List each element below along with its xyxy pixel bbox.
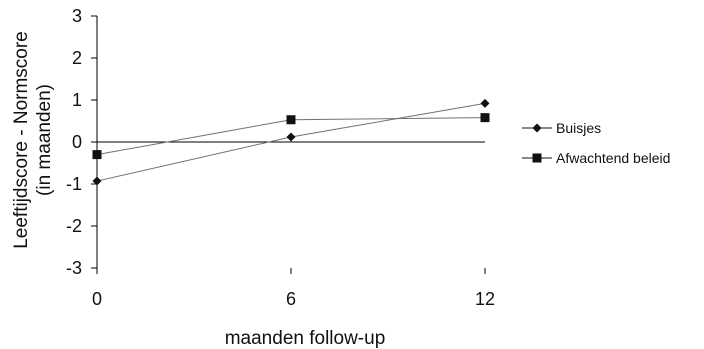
- x-tick-label: 0: [92, 289, 102, 309]
- y-tick-label: 2: [72, 48, 82, 68]
- y-tick-labels: 3 2 1 0 -1 -2 -3: [66, 6, 82, 278]
- x-tick-label: 6: [286, 289, 296, 309]
- axes: [91, 15, 486, 274]
- y-tick-label: -2: [66, 216, 82, 236]
- data-point: [92, 176, 102, 186]
- data-point: [286, 132, 296, 142]
- y-tick-label: -3: [66, 258, 82, 278]
- legend: Buisjes Afwachtend beleid: [522, 120, 670, 166]
- y-axis-title: Leeftijdscore - Normscore (in maanden): [11, 31, 55, 249]
- y-tick-label: 3: [72, 6, 82, 26]
- y-tick-label: -1: [66, 174, 82, 194]
- series-2: [92, 113, 490, 160]
- y-axis-title-line-2: (in maanden): [34, 84, 55, 196]
- series-layer: [92, 98, 490, 186]
- legend-label: Afwachtend beleid: [556, 150, 670, 166]
- y-tick-label: 0: [72, 132, 82, 152]
- data-point: [286, 115, 296, 125]
- legend-label: Buisjes: [556, 120, 601, 136]
- x-tick-label: 12: [475, 289, 495, 309]
- legend-item: Buisjes: [522, 120, 601, 136]
- data-point: [92, 150, 102, 160]
- series-1: [92, 98, 490, 186]
- x-tick-labels: 0 6 12: [92, 289, 495, 309]
- data-point: [480, 98, 490, 108]
- x-axis-title: maanden follow-up: [225, 328, 386, 349]
- legend-item: Afwachtend beleid: [522, 150, 670, 166]
- y-tick-label: 1: [72, 90, 82, 110]
- y-axis-title-line-1: Leeftijdscore - Normscore: [11, 31, 32, 249]
- data-point: [480, 113, 490, 123]
- legend-marker: [532, 153, 542, 163]
- legend-marker: [532, 123, 542, 133]
